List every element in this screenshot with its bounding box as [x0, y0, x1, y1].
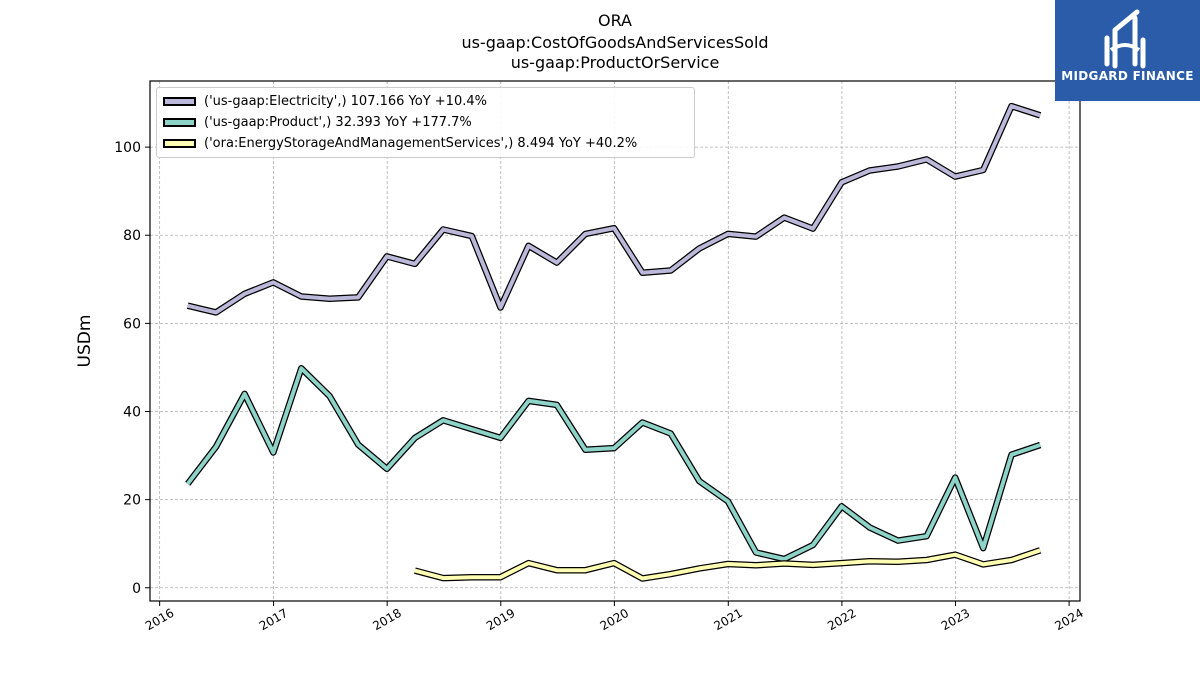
chart-title-line-3: us-gaap:ProductOrService	[510, 53, 720, 72]
y-tick-label: 20	[123, 493, 141, 509]
y-tick-label: 40	[123, 405, 141, 421]
x-tick-label: 2023	[939, 606, 972, 633]
plot-frame	[149, 80, 1081, 602]
legend-entry-energy-storage: ('ora:EnergyStorageAndManagementServices…	[163, 134, 637, 152]
legend-label-electricity: ('us-gaap:Electricity',) 107.166 YoY +10…	[204, 93, 487, 109]
series-line-1	[186, 366, 1041, 562]
x-tick-label: 2018	[370, 606, 403, 633]
legend-label-product: ('us-gaap:Product',) 32.393 YoY +177.7%	[204, 114, 472, 130]
x-tick-label: 2024	[1052, 606, 1085, 633]
chart-title-line-1: ORA	[597, 11, 632, 30]
legend-swatch-electricity	[163, 96, 196, 106]
x-tick-label: 2019	[484, 606, 517, 633]
series-line-0	[187, 104, 1041, 315]
x-tick-label: 2016	[143, 606, 176, 633]
x-tick-label: 2020	[598, 606, 631, 633]
chart-legend: ('us-gaap:Electricity',) 107.166 YoY +10…	[156, 87, 695, 158]
legend-label-energy-storage: ('ora:EnergyStorageAndManagementServices…	[204, 135, 638, 151]
y-tick-label: 60	[123, 316, 141, 332]
x-tick-label: 2021	[712, 606, 745, 633]
series-line-2	[414, 548, 1041, 581]
logo-text: MIDGARD FINANCE	[1061, 69, 1194, 83]
x-tick-label: 2017	[257, 606, 290, 633]
y-tick-label: 100	[114, 140, 141, 156]
chart-title-line-2: us-gaap:CostOfGoodsAndServicesSold	[461, 33, 769, 52]
y-tick-label: 0	[132, 581, 141, 597]
midgard-finance-logo: MIDGARD FINANCE	[1055, 0, 1200, 101]
legend-entry-product: ('us-gaap:Product',) 32.393 YoY +177.7%	[163, 113, 472, 131]
x-tick-label: 2022	[825, 606, 858, 633]
y-axis-label: USDm	[75, 315, 95, 368]
midgard-logo-icon	[1104, 9, 1146, 69]
legend-swatch-energy-storage	[163, 138, 196, 148]
series-outline-1	[185, 365, 1042, 563]
legend-entry-electricity: ('us-gaap:Electricity',) 107.166 YoY +10…	[163, 92, 487, 110]
legend-swatch-product	[163, 117, 196, 127]
y-tick-label: 80	[123, 228, 141, 244]
